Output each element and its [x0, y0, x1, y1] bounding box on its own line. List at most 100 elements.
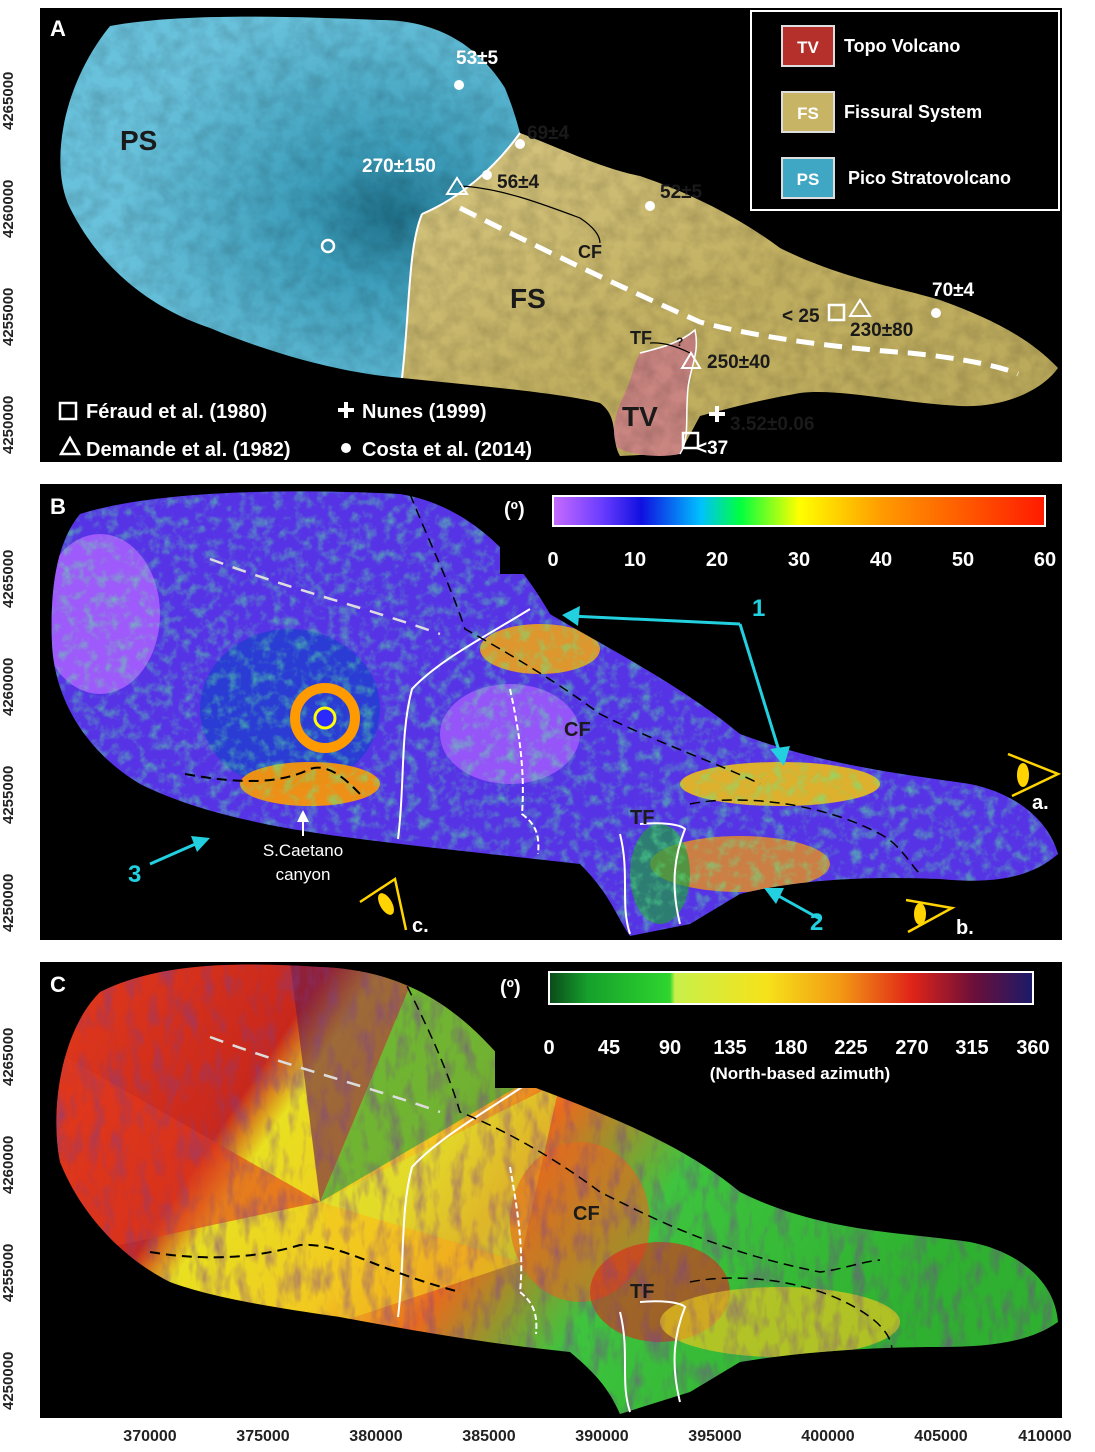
- slope-scale-unit: (º): [504, 499, 525, 521]
- canyon-label-2: canyon: [276, 865, 331, 884]
- slope-scale-ticks: 0 10 20 30 40 50 60: [547, 549, 1056, 571]
- age-label: 53±5: [456, 48, 499, 69]
- x-tick: 380000: [349, 1428, 403, 1445]
- age-label: 3.52±0.06: [730, 414, 814, 435]
- square-marker: [827, 303, 846, 322]
- dot-marker: [515, 139, 525, 149]
- cyan-arrows: [149, 606, 821, 921]
- age-label: 52±5: [660, 182, 703, 203]
- age-label: 70±4: [932, 280, 975, 301]
- tf-question-mark: ?: [676, 335, 683, 349]
- tv-legend-swatch: [781, 25, 835, 67]
- fs-legend-swatch: [781, 91, 835, 133]
- svg-text:135: 135: [713, 1037, 746, 1059]
- map-a-svg: PS FS TV 53±5 69±4 270±150 56±4 52±5 70±…: [40, 8, 1062, 462]
- y-tick: 4260000: [0, 179, 17, 239]
- tv-unit-label: TV: [622, 401, 658, 432]
- triangle-marker: [445, 176, 469, 195]
- cf-fault-line: [459, 185, 601, 244]
- age-label: 270±150: [362, 156, 436, 177]
- panel-letter: B: [50, 494, 66, 519]
- ps-legend-name: Pico Stratovolcano: [848, 168, 1011, 188]
- tf-label: TF: [630, 1281, 654, 1303]
- map-b-svg: CF TF 1 2 3 S.Caetano canyon a. b. c. (º…: [50, 491, 1062, 939]
- eye-viewpoint-a: [1007, 752, 1062, 798]
- dot-marker: [645, 201, 655, 211]
- x-tick: 410000: [1018, 1428, 1072, 1445]
- age-label: 69±4: [527, 123, 570, 144]
- dot-marker: [454, 80, 464, 90]
- triangle-marker: [848, 298, 872, 317]
- tv-legend-name: Topo Volcano: [844, 36, 960, 56]
- cross-marker: [709, 406, 725, 422]
- svg-text:270: 270: [895, 1037, 928, 1059]
- ps-unit-label: PS: [120, 125, 157, 156]
- source-feraud: Féraud et al. (1980): [86, 401, 267, 423]
- svg-text:20: 20: [706, 549, 728, 571]
- tf-label: TF: [630, 807, 654, 829]
- y-tick: 4255000: [0, 765, 17, 825]
- fs-legend-code: FS: [797, 104, 819, 123]
- y-tick: 4260000: [0, 1135, 17, 1195]
- age-label: < 25: [782, 306, 820, 327]
- x-tick: 395000: [688, 1428, 742, 1445]
- aspect-scale-caption: (North-based azimuth): [710, 1064, 890, 1083]
- x-tick: 400000: [801, 1428, 855, 1445]
- age-label: 56±4: [497, 172, 540, 193]
- square-marker: [681, 431, 700, 450]
- fs-legend-name: Fissural System: [844, 102, 982, 122]
- age-label: 250±40: [707, 352, 770, 373]
- ps-legend-swatch: [781, 157, 835, 199]
- source-demande: Demande et al. (1982): [86, 439, 291, 461]
- svg-text:90: 90: [659, 1037, 681, 1059]
- dot-marker: [482, 170, 492, 180]
- slope-color-bar: [552, 495, 1046, 527]
- x-tick: 385000: [462, 1428, 516, 1445]
- x-tick: 375000: [236, 1428, 290, 1445]
- svg-text:360: 360: [1016, 1037, 1049, 1059]
- y-tick: 4250000: [0, 1351, 17, 1411]
- y-tick: 4265000: [0, 1027, 17, 1087]
- arrow-3-label: 3: [128, 861, 141, 888]
- fs-unit-label: FS: [510, 283, 546, 314]
- panel-letter: C: [50, 972, 66, 997]
- arrow-2-label: 2: [810, 909, 823, 936]
- panel-c-aspect-map: CF TF (º) 0 45 90 135 180 225 270 315 36…: [40, 962, 1062, 1418]
- svg-text:0: 0: [547, 549, 558, 571]
- cf-label: CF: [573, 1203, 600, 1225]
- sources-legend: Féraud et al. (1980) Demande et al. (198…: [58, 401, 532, 461]
- source-nunes: Nunes (1999): [362, 401, 487, 423]
- tf-fault-line: [649, 342, 691, 354]
- tv-legend-code: TV: [797, 38, 819, 57]
- svg-text:40: 40: [870, 549, 892, 571]
- svg-text:60: 60: [1034, 549, 1056, 571]
- svg-text:315: 315: [955, 1037, 988, 1059]
- source-costa: Costa et al. (2014): [362, 439, 532, 461]
- ps-legend-code: PS: [797, 170, 820, 189]
- view-b-label: b.: [956, 917, 974, 939]
- aspect-color-bar: [548, 971, 1034, 1005]
- canyon-label-1: S.Caetano: [263, 841, 343, 860]
- svg-text:30: 30: [788, 549, 810, 571]
- summit-crater-ring: [290, 683, 360, 753]
- map-c-svg: CF TF (º) 0 45 90 135 180 225 270 315 36…: [50, 964, 1059, 1414]
- triangle-marker: [680, 351, 702, 369]
- dot-marker: [931, 308, 941, 318]
- svg-text:180: 180: [774, 1037, 807, 1059]
- y-tick: 4255000: [0, 287, 17, 347]
- panel-a-geologic-map: PS FS TV 53±5 69±4 270±150 56±4 52±5 70±…: [40, 8, 1062, 462]
- panel-letter: A: [50, 16, 66, 41]
- age-label: 230±80: [850, 320, 913, 341]
- x-tick: 405000: [914, 1428, 968, 1445]
- rift-axis-dashed: [458, 205, 1020, 377]
- y-tick: 4250000: [0, 873, 17, 933]
- y-tick: 4265000: [0, 549, 17, 609]
- cf-label: CF: [564, 719, 591, 741]
- view-c-label: c.: [412, 915, 429, 937]
- panel-b-slope-map: CF TF 1 2 3 S.Caetano canyon a. b. c. (º…: [40, 484, 1062, 940]
- eye-viewpoint-b: [905, 898, 956, 934]
- tf-label: TF: [630, 328, 652, 348]
- svg-text:10: 10: [624, 549, 646, 571]
- x-tick: 390000: [575, 1428, 629, 1445]
- aspect-scale-unit: (º): [500, 977, 521, 999]
